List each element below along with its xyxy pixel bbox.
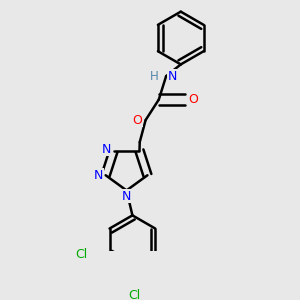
- Text: O: O: [188, 93, 198, 106]
- Text: N: N: [122, 190, 131, 203]
- Text: H: H: [150, 70, 159, 83]
- Text: N: N: [94, 169, 103, 182]
- Text: N: N: [102, 143, 111, 156]
- Text: Cl: Cl: [75, 248, 87, 261]
- Text: O: O: [133, 114, 142, 127]
- Text: N: N: [168, 70, 177, 83]
- Text: Cl: Cl: [128, 289, 140, 300]
